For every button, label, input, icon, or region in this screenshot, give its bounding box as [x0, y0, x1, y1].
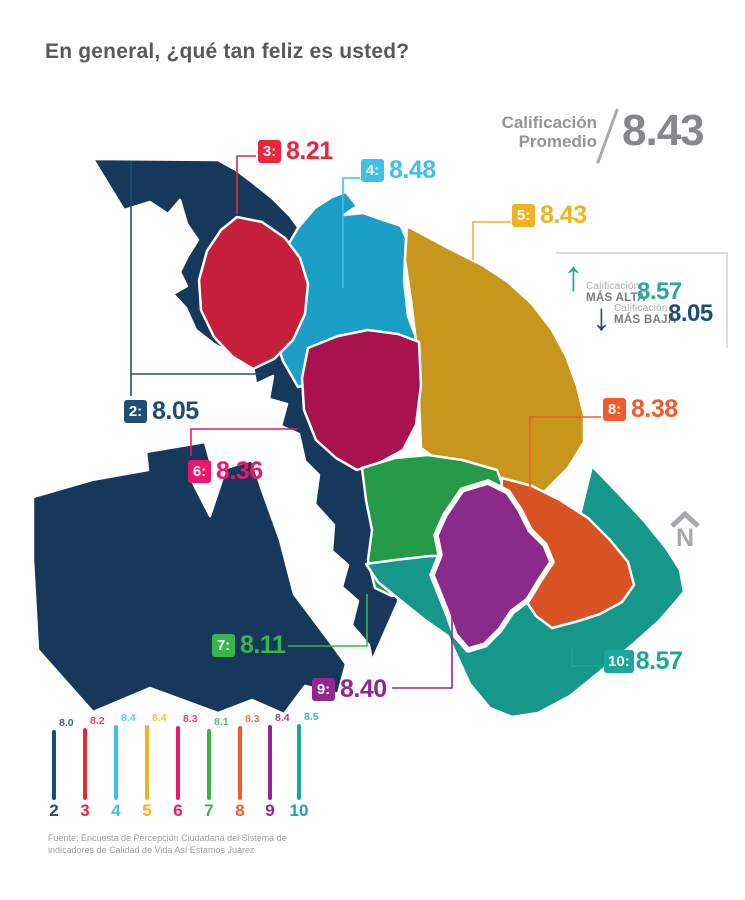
district-10-value: 8.57 — [635, 647, 683, 675]
lowest-score-value: 8.05 — [668, 300, 713, 327]
bar-value: 8.2 — [90, 715, 105, 727]
district-10-badge: 10: — [604, 650, 634, 673]
bar-value: 8.3 — [183, 713, 198, 725]
district-3-label: 3: 8.21 — [258, 137, 333, 166]
district-9-badge: 9: — [312, 678, 335, 701]
district-9-label: 9: 8.40 — [312, 675, 387, 704]
source-note: Fuente: Encuesta de Percepción Ciudadana… — [48, 833, 287, 856]
bar-district-4: 8.4 4 — [111, 712, 135, 820]
leader-district-5 — [472, 221, 511, 260]
lowest-score-caption: Calificación — [614, 303, 668, 314]
highest-score-label: MÁS ALTA — [586, 292, 646, 304]
bar-district-9: 8.4 9 — [265, 712, 289, 820]
compass-chevron-icon — [670, 511, 700, 528]
district-2-region-south — [31, 440, 348, 716]
district-8-label: 8: 8.38 — [603, 395, 678, 424]
district-3-badge: 3: — [258, 140, 281, 163]
district-6-badge: 6: — [188, 460, 211, 483]
highest-score-value: 8.57 — [637, 278, 682, 305]
district-6-value: 8.36 — [216, 457, 263, 485]
leader-district-3 — [236, 155, 256, 214]
district-2-value: 8.05 — [152, 397, 199, 425]
bar-district-2: 8.0 2 — [49, 717, 73, 820]
district-4-value: 8.48 — [389, 156, 436, 184]
bar-district-8: 8.3 8 — [235, 713, 259, 820]
extremes-top-rule — [556, 252, 728, 254]
bar-district-7: 8.1 7 — [204, 716, 228, 820]
average-label-line1: Calificación — [501, 113, 597, 132]
district-8-value: 8.38 — [631, 395, 678, 423]
district-9-value: 8.40 — [340, 675, 387, 703]
bar-category: 2 — [49, 801, 59, 820]
source-line1: Fuente: Encuesta de Percepción Ciudadana… — [48, 833, 287, 843]
district-5-badge: 5: — [512, 204, 535, 227]
bar-district-6: 8.3 6 — [173, 713, 197, 820]
district-5-value: 8.43 — [540, 201, 587, 229]
district-6-label: 6: 8.36 — [188, 457, 263, 486]
bar-value: 8.4 — [275, 712, 290, 724]
leader-district-7 — [288, 594, 368, 647]
leader-district-10 — [571, 648, 602, 667]
bar-value: 8.4 — [121, 712, 136, 724]
district-4-label: 4: 8.48 — [361, 156, 436, 185]
district-5-label: 5: 8.43 — [512, 201, 587, 230]
district-2-label: 2: 8.05 — [124, 397, 199, 426]
compass-north-icon: N — [666, 511, 704, 551]
district-3-region — [197, 215, 310, 371]
district-10-label: 10: 8.57 — [604, 647, 683, 676]
bar-category: 10 — [289, 801, 309, 820]
leader-district-9 — [392, 574, 453, 689]
bar-category: 7 — [204, 801, 214, 820]
highest-score-caption: Calificación — [586, 281, 640, 292]
district-7-badge: 7: — [212, 634, 235, 657]
map-regions — [31, 157, 686, 719]
source-line2: indicadores de Calidad de Vida Así Estam… — [48, 844, 257, 855]
page-title: En general, ¿qué tan feliz es usted? — [45, 40, 410, 63]
district-4-badge: 4: — [361, 159, 384, 182]
leader-district-8 — [529, 416, 601, 490]
extremes-right-rule — [726, 252, 728, 348]
bar-value: 8.0 — [59, 717, 74, 729]
leader-district-6 — [190, 428, 298, 456]
bar-district-5: 8.4 5 — [142, 712, 166, 820]
bar-value: 8.3 — [245, 713, 260, 725]
district-6-region — [300, 328, 423, 472]
district-2-badge: 2: — [124, 400, 147, 423]
bar-category: 9 — [265, 801, 275, 820]
district-9-region — [429, 479, 555, 653]
leader-lines — [130, 155, 602, 689]
compass-letter: N — [675, 524, 695, 552]
average-score-value: 8.43 — [622, 106, 705, 155]
arrow-down-icon: ↓ — [592, 297, 611, 339]
lowest-score-label: MÁS BAJA — [614, 314, 677, 326]
bar-category: 3 — [80, 801, 90, 820]
district-3-value: 8.21 — [286, 137, 333, 165]
district-7-label: 7: 8.11 — [212, 631, 286, 660]
bar-category: 4 — [111, 801, 121, 820]
average-label-line2: Promedio — [518, 132, 597, 151]
bar-value: 8.4 — [152, 712, 167, 724]
bar-category: 6 — [173, 801, 183, 820]
bar-category: 5 — [142, 801, 152, 820]
bar-value: 8.5 — [304, 711, 319, 723]
district-7-value: 8.11 — [240, 631, 286, 659]
arrow-up-icon: ↑ — [563, 252, 584, 299]
average-score-label: Calificación Promedio — [455, 113, 597, 151]
district-8-badge: 8: — [603, 398, 626, 421]
leader-district-4 — [342, 177, 360, 288]
bar-district-10: 8.5 10 — [290, 711, 319, 820]
bar-district-3: 8.2 3 — [80, 715, 104, 820]
bar-value: 8.1 — [214, 716, 229, 728]
district-score-bar-chart: 8.0 2 8.2 3 8.4 4 8.4 5 8.3 6 8.1 7 8.3 … — [48, 711, 348, 820]
bar-category: 8 — [235, 801, 245, 820]
